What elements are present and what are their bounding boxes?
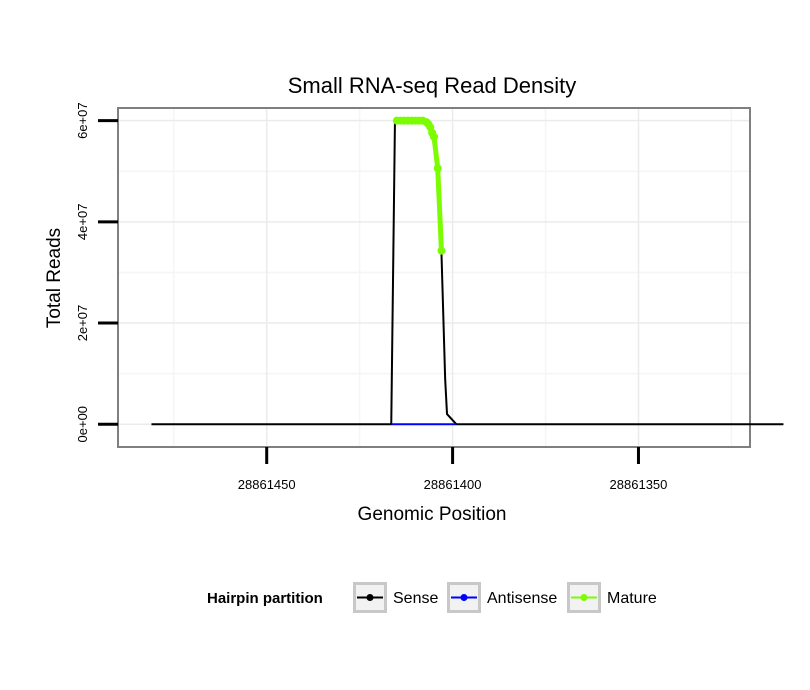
plot-panel [117, 107, 751, 448]
x-tick-label: 28861350 [610, 477, 668, 492]
y-axis-title: Total Reads [44, 228, 65, 328]
legend-label-antisense: Antisense [487, 590, 557, 607]
y-tick-label: 4e+07 [75, 204, 90, 241]
y-tick-label: 6e+07 [75, 102, 90, 139]
series-mature-point [437, 246, 446, 255]
legend-key-point [580, 594, 588, 601]
y-tick-label: 2e+07 [75, 305, 90, 342]
legend-item-mature: Mature [567, 582, 657, 613]
chart-title: Small RNA-seq Read Density [288, 73, 577, 98]
legend-item-sense: Sense [353, 582, 438, 613]
grid [118, 108, 750, 447]
legend-label-sense: Sense [393, 590, 438, 607]
legend-key-point [460, 594, 468, 601]
series-mature-point [433, 164, 442, 173]
legend-item-antisense: Antisense [447, 582, 557, 613]
series-mature-point [430, 132, 438, 141]
x-tick-label: 28861450 [238, 477, 296, 492]
x-tick-label: 28861400 [424, 477, 482, 492]
legend-title: Hairpin partition [207, 590, 323, 607]
legend-key-point [366, 594, 374, 601]
legend: Hairpin partition Sense Antisense Mature [207, 582, 657, 613]
x-axis-title: Genomic Position [358, 504, 507, 525]
axes: 28861450 28861400 28861350 0e+00 2e+07 4e+07 6… [75, 102, 667, 492]
series-layer [151, 116, 784, 426]
y-tick-label: 0e+00 [75, 406, 90, 443]
legend-label-mature: Mature [607, 590, 657, 607]
